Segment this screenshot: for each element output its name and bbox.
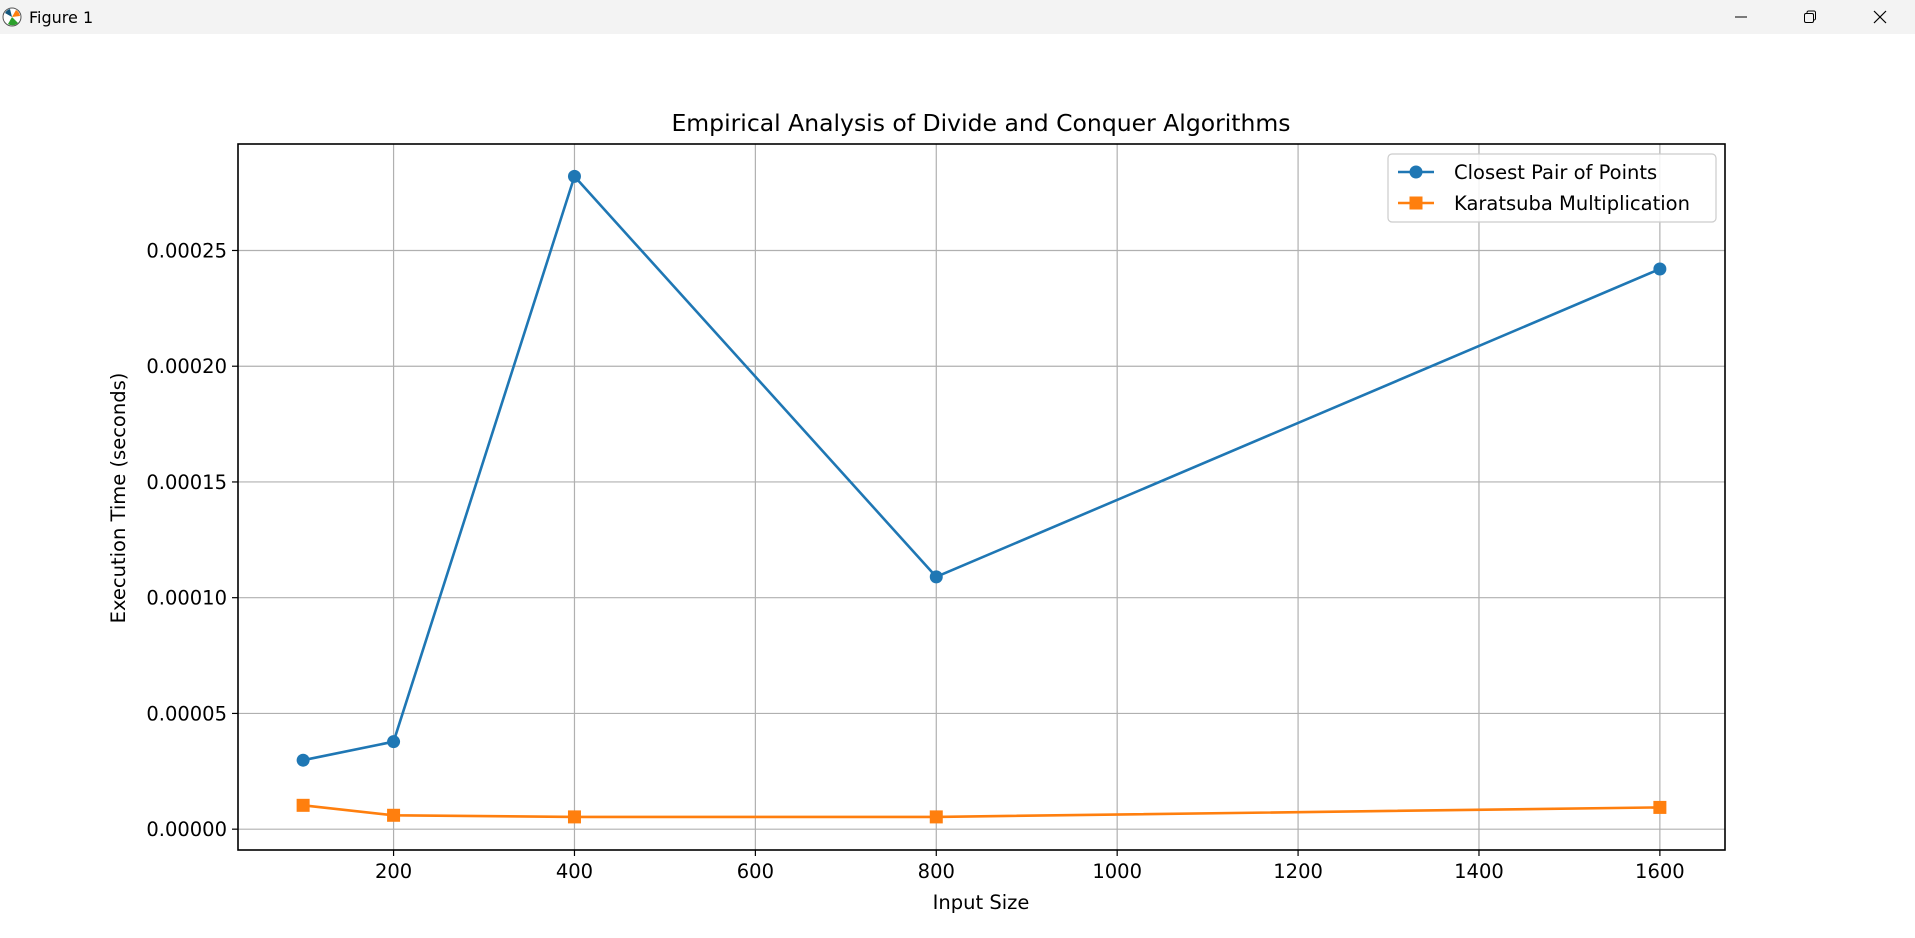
series-line <box>302 804 1660 819</box>
legend-item: Karatsuba Multiplication <box>1398 192 1690 215</box>
data-point <box>387 808 401 822</box>
y-axis-label: Execution Time (seconds) <box>107 373 130 624</box>
data-point <box>296 798 310 812</box>
chart-title: Empirical Analysis of Divide and Conquer… <box>671 109 1290 137</box>
x-tick-label: 600 <box>737 860 774 883</box>
window-titlebar: Figure 1 <box>0 0 1915 34</box>
restore-button[interactable] <box>1780 0 1840 34</box>
x-tick-label: 1400 <box>1454 860 1504 883</box>
close-icon <box>1873 10 1887 24</box>
grid <box>238 144 1725 850</box>
y-tick-label: 0.00000 <box>146 818 227 841</box>
data-point <box>296 753 310 767</box>
legend-label: Closest Pair of Points <box>1454 161 1657 184</box>
series-layer <box>296 169 1667 824</box>
data-point <box>567 169 581 183</box>
data-point <box>929 570 943 584</box>
matplotlib-logo-icon <box>2 7 22 27</box>
minimize-button[interactable] <box>1711 0 1771 34</box>
plot-frame <box>237 143 1726 851</box>
tick-labels: 200 400 600 800 1000 1200 1400 1600 0.00000 0.000… <box>146 239 1684 883</box>
close-button[interactable] <box>1850 0 1910 34</box>
minimize-icon <box>1735 16 1747 18</box>
legend-label: Karatsuba Multiplication <box>1454 192 1690 215</box>
window-title: Figure 1 <box>29 8 94 27</box>
y-tick-label: 0.00015 <box>146 471 227 494</box>
x-tick-label: 1200 <box>1273 860 1323 883</box>
x-tick-label: 400 <box>556 860 593 883</box>
legend: Closest Pair of Points Karatsuba Multipli… <box>1387 153 1717 223</box>
y-tick-label: 0.00020 <box>146 355 227 378</box>
data-point <box>567 810 581 824</box>
y-tick-label: 0.00025 <box>146 239 227 262</box>
data-point <box>1653 262 1667 276</box>
x-tick-label: 1600 <box>1635 860 1685 883</box>
series-1 <box>296 169 1667 767</box>
data-point <box>929 810 943 824</box>
x-tick-label: 1000 <box>1092 860 1142 883</box>
x-axis-label: Input Size <box>933 891 1030 914</box>
legend-box <box>1387 153 1717 223</box>
data-point <box>387 735 401 749</box>
series-2 <box>296 798 1667 824</box>
legend-swatch-marker <box>1409 196 1423 210</box>
x-tick-label: 200 <box>375 860 412 883</box>
restore-icon <box>1804 10 1816 23</box>
y-tick-label: 0.00005 <box>146 702 227 725</box>
x-tick-label: 800 <box>918 860 955 883</box>
legend-swatch-marker <box>1409 165 1423 179</box>
line-chart: Empirical Analysis of Divide and Conquer… <box>107 109 1726 914</box>
series-line <box>302 175 1661 762</box>
y-tick-label: 0.00010 <box>146 587 227 610</box>
legend-item: Closest Pair of Points <box>1398 161 1657 184</box>
data-point <box>1653 800 1667 814</box>
